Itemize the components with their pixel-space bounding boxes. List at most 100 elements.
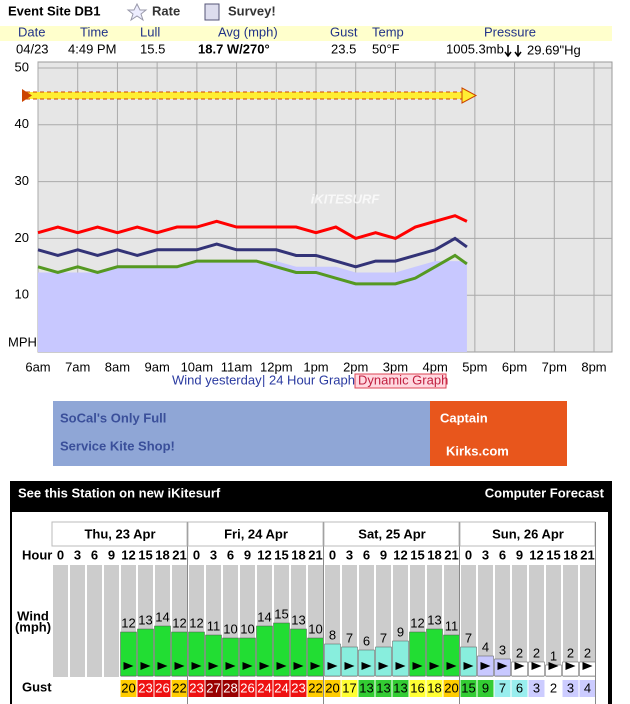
wind-bar [375, 646, 392, 677]
wind-value: 15 [274, 606, 288, 621]
wind-bar [307, 637, 324, 677]
x-tick-label: 8am [105, 359, 130, 374]
hour-label: 15 [138, 547, 152, 562]
wind-bar [290, 628, 307, 677]
x-tick-label: 11am [221, 359, 253, 374]
y-tick-label: 50 [15, 59, 29, 74]
wind-arrow [582, 662, 593, 670]
gust-cell [171, 680, 188, 697]
graph24-link[interactable]: | 24 Hour Graph [262, 372, 355, 387]
survey-icon[interactable] [204, 3, 220, 21]
hour-label: 21 [444, 547, 458, 562]
wind-arrow [242, 662, 253, 670]
gust-value: 13 [376, 680, 390, 695]
gust-cell [358, 680, 375, 697]
gust-cell [477, 680, 494, 697]
gust-value: 22 [308, 680, 322, 695]
hour-label: 9 [244, 547, 251, 562]
wind-value: 10 [240, 621, 254, 636]
hour-label: 3 [74, 547, 81, 562]
wind-value: 9 [397, 624, 404, 639]
direction-band [25, 91, 463, 100]
x-tick-label: 12pm [260, 359, 293, 374]
wind-value: 12 [121, 615, 135, 630]
wind-value: 14 [257, 609, 271, 624]
forecast-title[interactable]: See this Station on new iKitesurf [18, 485, 221, 500]
hour-cell [87, 565, 102, 677]
wind-arrow [548, 662, 559, 670]
gust-value: 16 [410, 680, 424, 695]
gust-value: 23 [291, 680, 305, 695]
gust-value: 3 [533, 680, 540, 695]
wind-value: 1 [550, 648, 557, 663]
gust-value: 24 [274, 680, 288, 695]
banner-text: Kirks.com [446, 443, 509, 458]
wind-arrow [225, 662, 236, 670]
hour-label: 0 [57, 547, 64, 562]
hour-label: 15 [410, 547, 424, 562]
gust-value: 6 [516, 680, 523, 695]
wind-bar [256, 625, 273, 677]
wind-arrow [514, 662, 525, 670]
x-tick-label: 6am [25, 359, 50, 374]
wind-arrow [174, 662, 185, 670]
gust-cell [392, 680, 409, 697]
gust-value: 7 [499, 680, 506, 695]
hour-cell [546, 565, 561, 677]
wind-value: 8 [329, 627, 336, 642]
wind-arrow [140, 662, 151, 670]
hour-cell [580, 565, 595, 677]
survey-link[interactable]: Survey! [228, 3, 276, 18]
watermark: iKITESURF [311, 191, 381, 206]
hour-cell [478, 565, 493, 677]
wind-arrow [157, 662, 168, 670]
gust-cell [545, 680, 562, 697]
wind-bar [392, 640, 409, 677]
wind-chart: 6am 7am 8am 9am 10am 11am 12pm 1pm 2pm 3pm 4pm 5pm 6… [8, 59, 612, 374]
wind-arrow [259, 662, 270, 670]
wind-arrow [378, 662, 389, 670]
rate-link[interactable]: Rate [152, 3, 180, 18]
hour-cell [512, 565, 527, 677]
y-tick-label: 10 [15, 287, 29, 302]
gust-cell [443, 680, 460, 697]
wind-value: 2 [567, 645, 574, 660]
wind-value: 12 [189, 615, 203, 630]
gust-cell [137, 680, 154, 697]
star-icon[interactable] [126, 2, 148, 22]
wind-bar [324, 643, 341, 677]
wind-bar [239, 637, 256, 677]
day-header [323, 521, 460, 547]
wind-value: 11 [445, 618, 459, 633]
wind-arrow [327, 662, 338, 670]
wind-arrow [412, 662, 423, 670]
hour-cell [495, 565, 510, 677]
gust-cell [273, 680, 290, 697]
hour-label: 9 [380, 547, 387, 562]
gust-cell [409, 680, 426, 697]
banner-right [430, 401, 567, 466]
gust-value: 13 [393, 680, 407, 695]
wind-yesterday-link[interactable]: Wind yesterday [172, 372, 262, 387]
column-header: Temp [372, 24, 404, 39]
wind-bar [188, 631, 205, 677]
wind-value: 7 [380, 630, 387, 645]
column-header: Time [80, 24, 108, 39]
x-tick-label: 3pm [383, 359, 408, 374]
forecast-link[interactable]: Computer Forecast [485, 485, 605, 500]
dynamic-graph-box[interactable] [354, 373, 447, 389]
gust-cell [494, 680, 511, 697]
hour-label: 3 [210, 547, 217, 562]
x-tick-label: 8pm [581, 359, 606, 374]
column-header: Gust [330, 24, 358, 39]
pressure-trend [504, 45, 522, 58]
dynamic-graph-link[interactable]: Dynamic Graph [358, 372, 448, 387]
wind-value: 13 [427, 612, 441, 627]
hour-label: 12 [529, 547, 543, 562]
wind-value: 12 [172, 615, 186, 630]
wind-arrow [446, 662, 457, 670]
day-label: Thu, 23 Apr [84, 526, 155, 541]
wind-arrow [344, 662, 355, 670]
hour-label: 18 [291, 547, 305, 562]
